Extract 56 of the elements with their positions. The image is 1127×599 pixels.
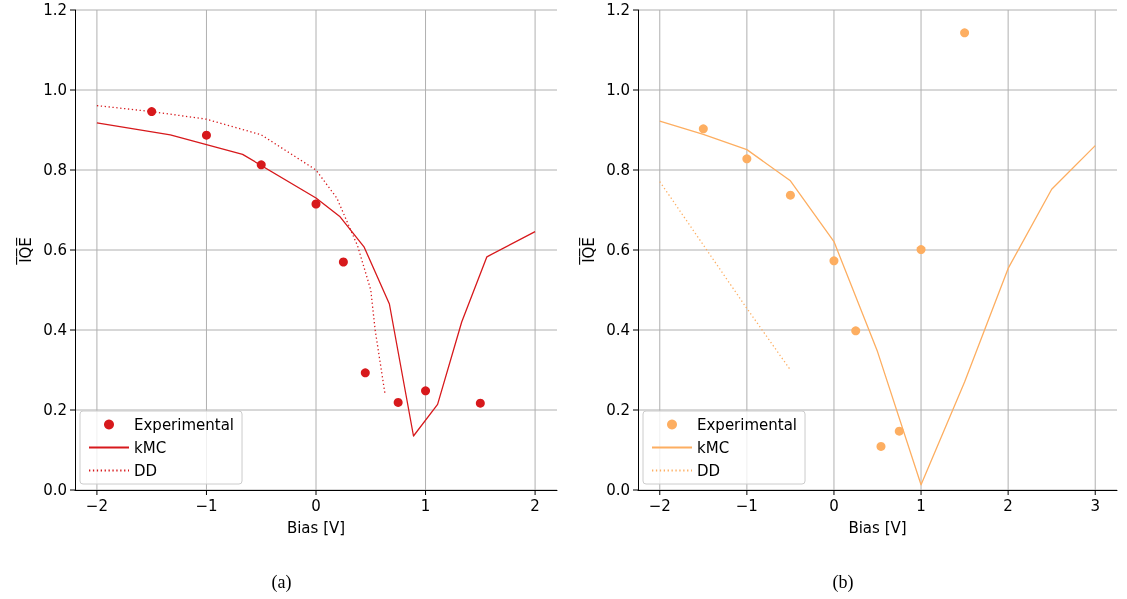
- x-tick-label: −1: [195, 496, 218, 515]
- text: (b): [832, 572, 854, 593]
- legend-label: Experimental: [697, 415, 798, 434]
- point: [421, 386, 431, 396]
- legend-label: kMC: [697, 438, 730, 457]
- point: [475, 398, 485, 408]
- x-tick-label: 2: [1003, 496, 1013, 515]
- x-tick-label: 3: [1090, 496, 1100, 515]
- x-tick-label: 1: [420, 496, 431, 515]
- y-axis-title: I̅Q̅E̅: [578, 236, 598, 265]
- point: [851, 326, 861, 336]
- x-tick-label: −2: [648, 496, 671, 515]
- y-tick-label: 1.2: [43, 1, 67, 19]
- y-tick-label: 1.0: [606, 81, 630, 99]
- legend-label: DD: [134, 461, 158, 480]
- x-tick-label: 2: [530, 496, 540, 515]
- point: [916, 245, 926, 255]
- x-tick-label: 0: [829, 496, 839, 515]
- y-tick-label: 0.4: [43, 321, 67, 339]
- y-tick-label: 0.8: [606, 161, 630, 179]
- line-series: [659, 120, 1096, 486]
- y-tick-label: 0.2: [606, 401, 630, 419]
- x-tick-label: 0: [311, 496, 321, 515]
- point: [960, 28, 970, 38]
- y-tick-label: 1.2: [606, 1, 630, 19]
- point: [201, 130, 211, 140]
- x-tick-label: −2: [85, 496, 108, 515]
- legend-label: DD: [697, 461, 721, 480]
- point: [698, 124, 708, 134]
- point: [147, 107, 157, 117]
- text: (a): [271, 572, 292, 593]
- x-axis-title: Bias [V]: [848, 518, 907, 537]
- point: [785, 190, 795, 200]
- y-tick-label: 0.6: [43, 241, 67, 259]
- y-tick-label: 0.0: [43, 481, 67, 499]
- point: [360, 368, 370, 378]
- point: [256, 160, 266, 170]
- legend-label: kMC: [134, 438, 167, 457]
- point: [338, 257, 348, 267]
- point: [393, 397, 403, 407]
- x-tick-label: −1: [735, 496, 758, 515]
- y-tick-label: 0.0: [606, 481, 630, 499]
- x-tick-label: 1: [916, 496, 926, 515]
- y-axis-title: I̅Q̅E̅: [15, 236, 35, 265]
- y-tick-label: 0.4: [606, 321, 630, 339]
- y-tick-label: 0.2: [43, 401, 67, 419]
- y-tick-label: 0.6: [606, 241, 630, 259]
- legend-label: Experimental: [134, 415, 235, 434]
- point: [876, 441, 886, 451]
- point: [742, 154, 752, 164]
- point: [829, 256, 839, 266]
- point: [894, 426, 904, 436]
- x-axis-title: Bias [V]: [286, 518, 346, 537]
- y-tick-label: 1.0: [43, 81, 67, 99]
- y-tick-label: 0.8: [43, 161, 67, 179]
- point: [311, 199, 321, 209]
